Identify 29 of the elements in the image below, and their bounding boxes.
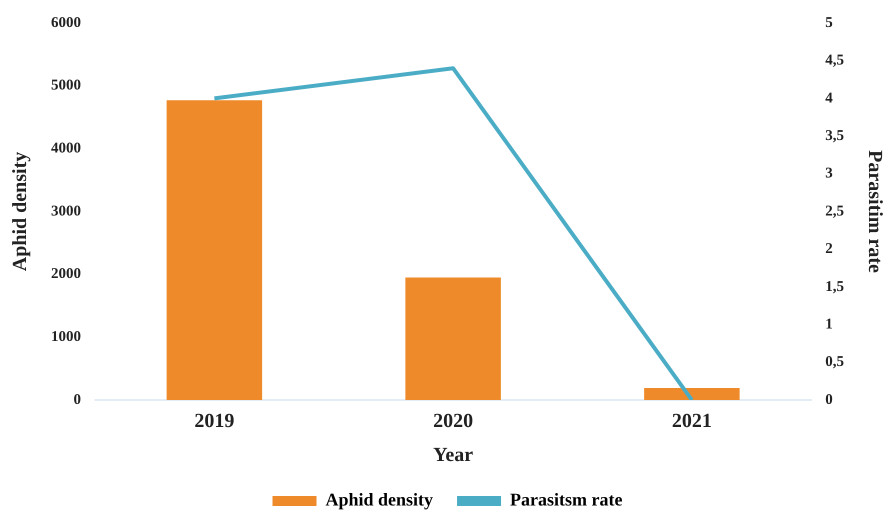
legend-label: Parasitsm rate bbox=[510, 490, 623, 510]
bar bbox=[166, 100, 262, 400]
y2-tick-label: 4 bbox=[825, 90, 834, 106]
y2-tick-label: 5 bbox=[825, 14, 833, 31]
legend-label: Aphid density bbox=[326, 490, 434, 510]
y2-tick-label: 2 bbox=[825, 241, 833, 258]
y2-tick-label: 1,5 bbox=[825, 278, 844, 295]
x-tick-label: 2020 bbox=[433, 410, 474, 432]
y-tick-label: 6000 bbox=[51, 14, 81, 31]
y-tick-label: 3000 bbox=[51, 203, 81, 220]
y2-tick-label: 3,5 bbox=[825, 128, 844, 144]
y-tick-label: 5000 bbox=[51, 78, 81, 94]
bar bbox=[644, 388, 740, 400]
x-tick-label: 2019 bbox=[194, 410, 234, 432]
x-axis-title: Year bbox=[433, 444, 474, 466]
y-axis-title: Aphid density bbox=[9, 152, 32, 272]
x-tick-label: 2021 bbox=[672, 410, 712, 432]
y-tick-label: 4000 bbox=[51, 140, 81, 157]
y2-axis-title: Parasitim rate bbox=[864, 150, 886, 273]
y2-tick-label: 0,5 bbox=[825, 354, 844, 370]
y-tick-label: 2000 bbox=[51, 266, 81, 282]
y-tick-label: 1000 bbox=[51, 329, 81, 346]
bar bbox=[405, 277, 501, 400]
y2-tick-label: 1 bbox=[825, 316, 833, 332]
y2-tick-label: 2,5 bbox=[825, 203, 844, 220]
y2-tick-label: 4,5 bbox=[825, 52, 844, 69]
y2-tick-label: 0 bbox=[825, 392, 833, 408]
y-tick-label: 0 bbox=[74, 392, 81, 408]
y2-tick-label: 3 bbox=[825, 166, 833, 182]
